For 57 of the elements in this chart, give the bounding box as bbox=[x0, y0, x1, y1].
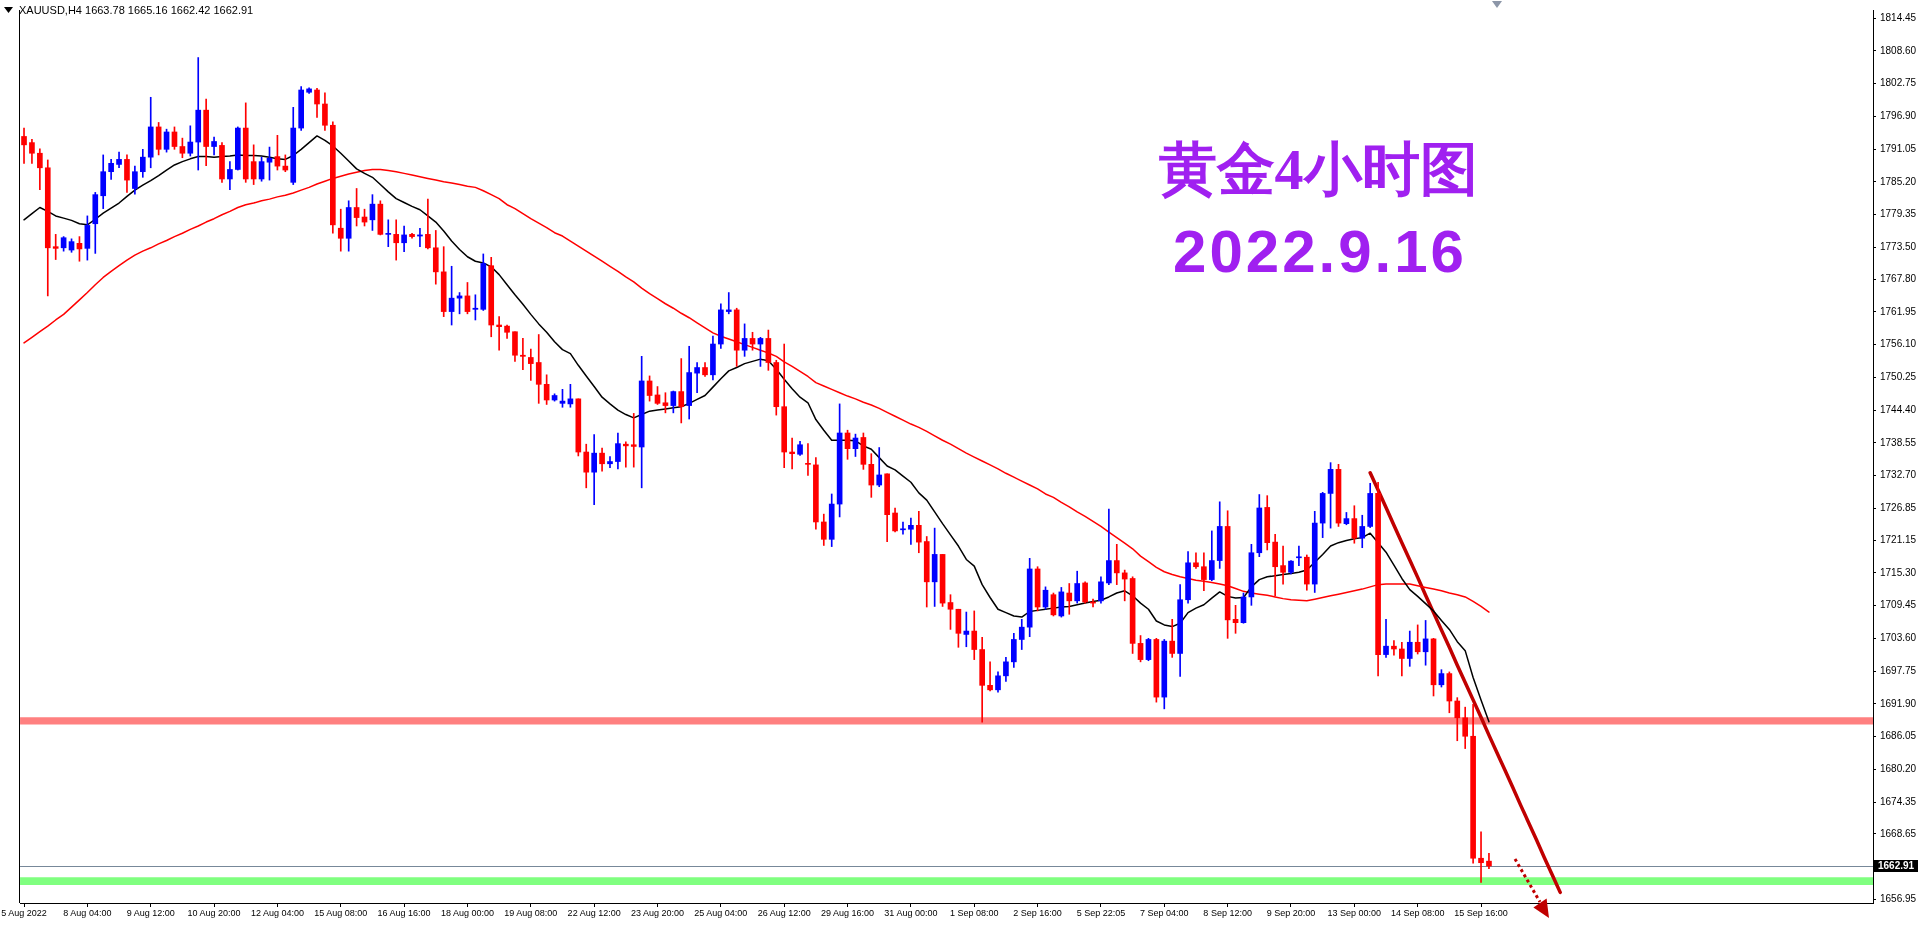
x-tick-label: 16 Aug 16:00 bbox=[377, 907, 431, 918]
x-tick-label: 13 Sep 00:00 bbox=[1327, 907, 1382, 918]
x-tick-label: 9 Sep 20:00 bbox=[1266, 907, 1316, 918]
x-tick-label: 25 Aug 04:00 bbox=[694, 907, 748, 918]
y-tick-label: 1721.15 bbox=[1880, 533, 1917, 545]
x-tick-label: 12 Aug 04:00 bbox=[250, 907, 304, 918]
y-tick-label: 1750.25 bbox=[1880, 371, 1917, 383]
x-tick-label: 8 Sep 12:00 bbox=[1203, 907, 1252, 918]
x-tick-label: 26 Aug 12:00 bbox=[757, 907, 811, 918]
y-tick-label: 1773.50 bbox=[1880, 240, 1917, 252]
y-tick-label: 1709.45 bbox=[1880, 599, 1917, 611]
y-tick-label: 1668.65 bbox=[1880, 827, 1917, 839]
x-tick-label: 5 Aug 2022 bbox=[1, 907, 47, 918]
text: 2022.9.16 bbox=[1173, 216, 1467, 286]
y-tick-label: 1785.20 bbox=[1880, 175, 1917, 187]
x-tick-label: 29 Aug 16:00 bbox=[821, 907, 875, 918]
x-tick-label: 7 Sep 04:00 bbox=[1140, 907, 1189, 918]
y-tick-label: 1697.75 bbox=[1880, 664, 1917, 676]
y-tick-label: 1814.45 bbox=[1880, 11, 1917, 23]
ref-line-label: 1662.91 bbox=[1878, 860, 1915, 872]
x-tick-label: 1 Sep 08:00 bbox=[949, 907, 999, 918]
y-tick-label: 1680.20 bbox=[1880, 763, 1917, 775]
y-tick-label: 1703.60 bbox=[1880, 632, 1917, 644]
x-tick-label: 19 Aug 08:00 bbox=[504, 907, 558, 918]
x-tick-label: 31 Aug 00:00 bbox=[884, 907, 938, 918]
y-tick-label: 1726.85 bbox=[1880, 502, 1917, 514]
y-tick-label: 1686.05 bbox=[1880, 730, 1917, 742]
y-tick-label: 1674.35 bbox=[1880, 795, 1917, 807]
candlestick bbox=[630, 413, 637, 468]
x-tick-label: 22 Aug 12:00 bbox=[567, 907, 621, 918]
text: 黄金4小时图 bbox=[1158, 136, 1478, 204]
y-tick-label: 1779.35 bbox=[1880, 208, 1917, 220]
y-tick-label: 1796.90 bbox=[1880, 110, 1917, 122]
x-tick-label: 15 Aug 08:00 bbox=[314, 907, 368, 918]
y-tick-label: 1691.90 bbox=[1880, 697, 1917, 709]
y-tick-label: 1767.80 bbox=[1880, 272, 1917, 284]
x-tick-label: 15 Sep 16:00 bbox=[1454, 907, 1508, 918]
y-tick-label: 1732.70 bbox=[1880, 469, 1917, 481]
x-tick-label: 5 Sep 22:05 bbox=[1076, 907, 1126, 918]
annotation: XAUUSD,H4 1663.78 1665.16 1662.42 1662.91 bbox=[19, 4, 254, 16]
y-tick-label: 1656.95 bbox=[1880, 893, 1917, 905]
y-tick-label: 1808.60 bbox=[1880, 44, 1917, 56]
y-tick-label: 1738.55 bbox=[1880, 436, 1917, 448]
x-tick-label: 2 Sep 16:00 bbox=[1013, 907, 1062, 918]
x-tick-label: 9 Aug 12:00 bbox=[126, 907, 175, 918]
y-tick-label: 1744.40 bbox=[1880, 403, 1917, 415]
y-tick-label: 1791.05 bbox=[1880, 142, 1917, 154]
y-tick-label: 1756.10 bbox=[1880, 338, 1917, 350]
candlestick bbox=[52, 234, 59, 260]
y-tick-label: 1761.95 bbox=[1880, 305, 1917, 317]
x-tick-label: 14 Sep 08:00 bbox=[1390, 907, 1445, 918]
x-tick-label: 18 Aug 00:00 bbox=[440, 907, 494, 918]
y-tick-label: 1802.75 bbox=[1880, 77, 1917, 89]
x-tick-label: 10 Aug 20:00 bbox=[187, 907, 241, 918]
y-tick-label: 1715.30 bbox=[1880, 566, 1917, 578]
x-tick-label: 8 Aug 04:00 bbox=[63, 907, 112, 918]
x-tick-label: 23 Aug 20:00 bbox=[630, 907, 685, 918]
